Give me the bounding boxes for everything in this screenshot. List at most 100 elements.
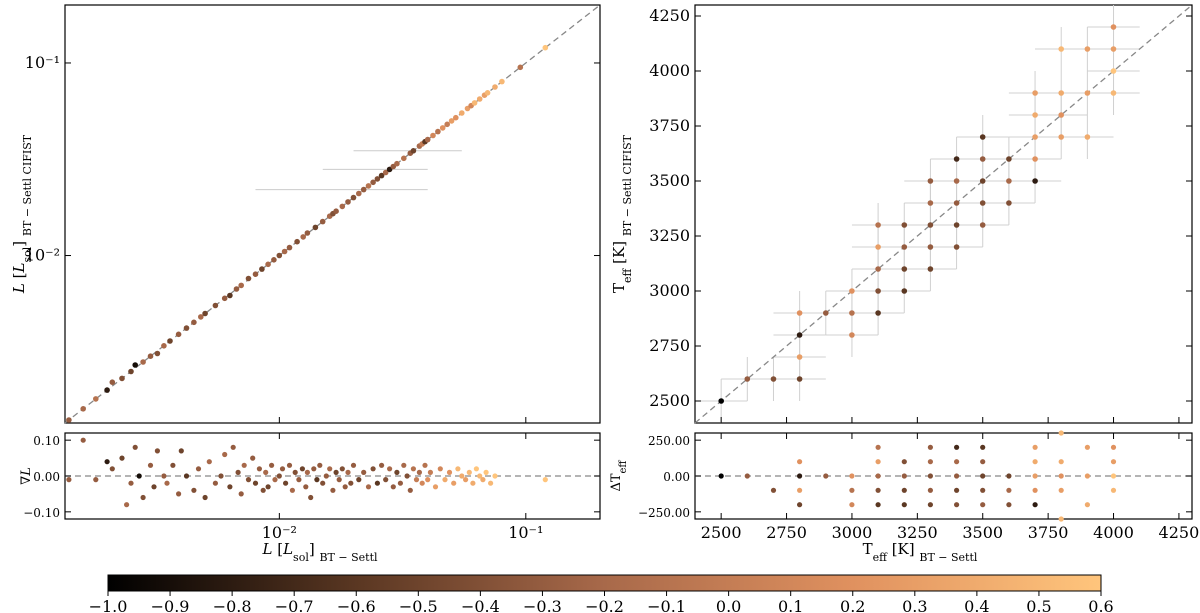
data-point (175, 331, 182, 338)
data-point (272, 477, 278, 483)
data-point (901, 244, 908, 250)
colorbar-tick-label: 0.5 (1026, 597, 1051, 613)
data-point (927, 266, 934, 272)
data-point (1032, 473, 1038, 479)
luminosity-main-errorbars (255, 150, 462, 191)
data-point (477, 473, 483, 479)
data-point (797, 459, 803, 465)
data-point (953, 222, 960, 228)
data-point (442, 477, 448, 483)
xtick-label: 3750 (1028, 523, 1069, 542)
data-point (222, 451, 228, 458)
data-point (271, 257, 277, 263)
data-point (323, 473, 329, 479)
data-point (147, 462, 154, 468)
data-point (979, 134, 986, 140)
ytick-label: 10⁻¹ (25, 53, 60, 72)
data-point (136, 473, 142, 479)
data-point (202, 494, 208, 501)
data-point (718, 473, 724, 479)
data-point (797, 502, 803, 508)
data-point (488, 480, 494, 486)
data-point (954, 459, 960, 465)
data-point (304, 230, 311, 236)
data-point (1084, 134, 1091, 140)
data-point (796, 376, 803, 382)
data-point (202, 310, 208, 317)
data-point (437, 466, 443, 472)
data-point (953, 156, 960, 162)
data-point (407, 487, 413, 493)
data-point (218, 473, 224, 479)
data-point (379, 462, 385, 468)
data-point (1058, 112, 1064, 118)
data-point (167, 338, 173, 344)
data-point (356, 477, 362, 483)
luminosity-main-panel: 10⁻² 10⁻¹ L [Lsol] BT − Settl CIFIST (10, 4, 601, 424)
data-point (1006, 502, 1012, 508)
data-point (980, 487, 986, 493)
data-point (979, 156, 986, 162)
data-point (250, 455, 256, 461)
data-point (483, 469, 489, 475)
data-point (327, 466, 333, 472)
data-point (1032, 156, 1038, 162)
data-point (492, 473, 498, 479)
data-point (252, 271, 259, 278)
data-point (132, 362, 138, 368)
luminosity-main-frame (64, 4, 601, 424)
data-point (463, 477, 469, 483)
data-point (241, 462, 247, 468)
data-point (245, 477, 252, 483)
xtick-label: 3000 (832, 523, 873, 542)
data-point (1084, 473, 1090, 479)
ytick-label: 250.00 (648, 434, 690, 448)
data-point (1032, 459, 1038, 465)
data-point (320, 480, 326, 486)
ytick-label: 4000 (649, 61, 690, 80)
data-point (1032, 112, 1038, 118)
data-point (901, 502, 907, 508)
data-point (283, 480, 289, 486)
data-point (1110, 487, 1117, 493)
data-point (459, 110, 465, 116)
data-point (390, 484, 396, 490)
data-point (492, 84, 498, 90)
data-point (432, 484, 439, 490)
colorbar-bar (107, 574, 1102, 592)
data-point (339, 203, 346, 210)
ytick-label: 0.00 (663, 470, 690, 484)
luminosity-ylabel: L [Lsol] BT − Settl CIFIST (10, 134, 34, 294)
teff-residual-points (718, 430, 1117, 522)
data-point (542, 477, 548, 483)
xtick-label: 10⁻² (262, 523, 297, 542)
data-point (980, 459, 986, 465)
ytick-label: 2500 (649, 391, 690, 410)
data-point (875, 502, 881, 508)
data-point (374, 480, 380, 486)
data-point (345, 469, 351, 475)
data-point (849, 310, 855, 316)
data-point (1058, 134, 1064, 140)
data-point (901, 459, 907, 465)
data-point (132, 444, 138, 450)
data-point (444, 121, 451, 128)
data-point (230, 444, 236, 450)
data-point (314, 477, 320, 483)
ytick-label: 3250 (649, 226, 690, 245)
luminosity-residual-panel: 0.10 0.00 −0.10 10⁻² 10⁻¹ ∇L L [Lsol] BT − … (19, 417, 601, 564)
data-point (333, 208, 339, 214)
data-point (954, 487, 960, 493)
data-point (336, 477, 342, 483)
data-point (296, 477, 302, 483)
data-point (259, 266, 265, 272)
data-point (312, 224, 319, 231)
data-point (370, 179, 376, 186)
data-point (797, 473, 803, 479)
data-point (394, 160, 400, 167)
data-point (404, 473, 410, 479)
data-point (410, 466, 416, 472)
ytick-label: 2750 (649, 336, 690, 355)
data-point (361, 469, 367, 475)
data-point (235, 469, 241, 475)
